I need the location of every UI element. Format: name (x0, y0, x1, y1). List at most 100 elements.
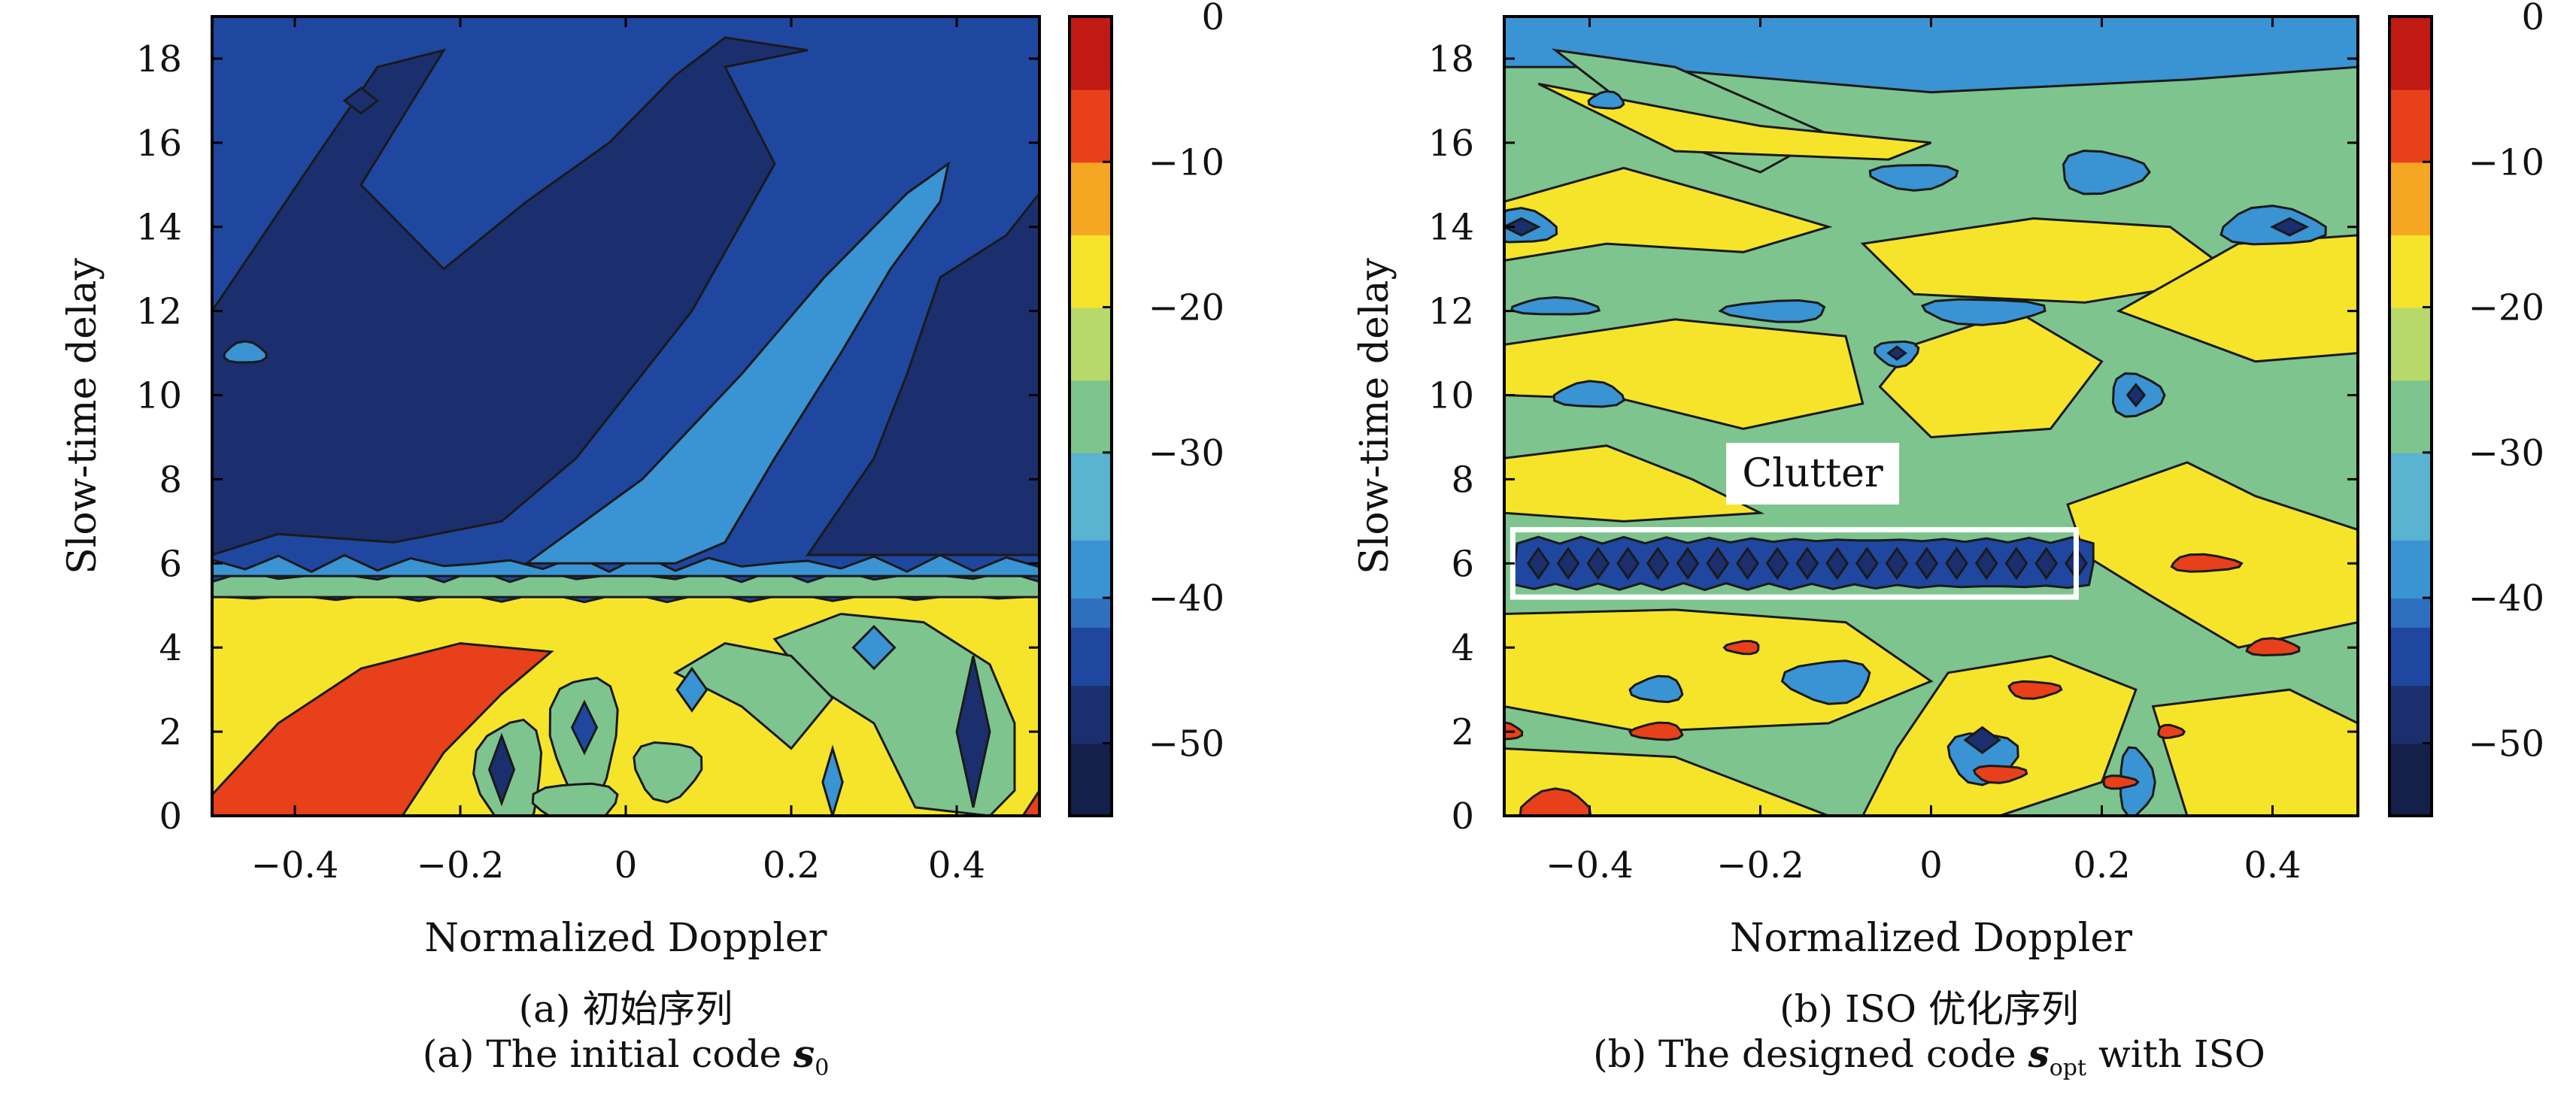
caption-en-a-prefix: (a) The initial code (422, 1032, 794, 1076)
caption-en-b-suffix: with ISO (2086, 1032, 2265, 1076)
region-dark-spot (342, 86, 380, 115)
region-red-spot-0 (1519, 787, 1592, 816)
region-notch-diamond (1556, 547, 1580, 580)
region-notch-diamond (1646, 547, 1670, 580)
region-notch-diamond (1616, 547, 1640, 580)
contour-area (1504, 17, 2358, 816)
colorbar-tick-label: −40 (2468, 577, 2544, 620)
region-blue-spot-14 (1628, 674, 1684, 704)
colorbar-segment (2389, 539, 2432, 599)
region-blue-spot-11 (1780, 659, 1871, 705)
colorbar-frame (1068, 15, 1113, 817)
colorbar-tick-label: −50 (2468, 723, 2544, 765)
colorbar-segment (2389, 89, 2432, 163)
colorbar-tick-label: −30 (1148, 432, 1224, 474)
region-green-blob3 (633, 741, 703, 804)
colorbar-segment (1070, 685, 1112, 744)
colorbar-segment (1070, 598, 1112, 628)
colorbar-segment (2389, 17, 2432, 90)
region-yellow-5 (1504, 444, 1765, 523)
x-axis-label: Normalized Doppler (424, 916, 827, 961)
region-blue-spot-8 (1868, 164, 1959, 192)
y-axis-label: Slow-time delay (60, 257, 105, 574)
x-axis-label: Normalized Doppler (1730, 916, 2132, 961)
region-notch-diamond (1676, 547, 1700, 580)
region-notch-diamond (1736, 547, 1759, 580)
colorbar-tick-label: 0 (1201, 0, 1224, 38)
region-light-ridge (523, 161, 951, 565)
caption-cn-b: (b) ISO 优化序列 (1780, 987, 2079, 1031)
y-axis-label: Slow-time delay (1352, 257, 1397, 574)
y-tick-label: 12 (1428, 291, 1474, 333)
region-red-spot-7 (2007, 680, 2063, 700)
x-tick-label: 0.4 (928, 844, 985, 886)
caption-a-subscript: 0 (815, 1055, 830, 1081)
region-notch-diamond (1765, 547, 1789, 580)
region-notch-diamond (1825, 547, 1849, 580)
x-tick-label: 0.2 (763, 844, 820, 886)
region-dark-spot-0 (1504, 217, 1541, 237)
region-notch-diamond (1885, 547, 1909, 580)
region-red-spot-3 (2170, 553, 2244, 573)
caption-b-symbol: s (2028, 1032, 2050, 1076)
y-tick-label: 4 (1451, 627, 1474, 669)
region-notch-diamond (1915, 547, 1939, 580)
colorbar-frame (2388, 15, 2433, 817)
y-tick-label: 4 (159, 627, 182, 669)
region-yellow-10 (2151, 688, 2358, 816)
y-tick-label: 10 (136, 375, 182, 417)
y-tick-label: 2 (1451, 711, 1474, 753)
colorbar-segment (1070, 234, 1112, 308)
region-dark-diamond (955, 656, 991, 808)
x-tick-label: 0.4 (2244, 844, 2301, 886)
panel-b: Clutter −0.4 −0.2 0 0.2 0.4 0 2 4 6 8 10 12 14 16 18 Nor… (1352, 0, 2544, 961)
colorbar-segment (1070, 89, 1112, 163)
colorbar-segment (1070, 626, 1112, 686)
x-tick-label: −0.2 (417, 844, 505, 886)
region-notch-diamond (2034, 547, 2059, 580)
region-yellow-8 (1504, 747, 1829, 816)
caption-en-a: (a) The initial code s0 (212, 1032, 1039, 1081)
clutter-label-bg (1726, 442, 1900, 505)
region-dark-spot-4 (1886, 345, 1907, 361)
region-red-spot-1 (1628, 721, 1684, 741)
y-tick-label: 14 (136, 207, 182, 249)
colorbar-tick-label: 0 (2521, 0, 2544, 38)
y-tick-label: 18 (136, 38, 182, 80)
region-light-spot (223, 340, 268, 364)
y-tick-label: 18 (1428, 38, 1474, 80)
y-tick-label: 6 (159, 543, 182, 585)
region-top-band (1504, 17, 2358, 94)
colorbar-segment (1070, 17, 1112, 90)
colorbar-segment (2389, 743, 2432, 817)
region-green-blob4 (531, 782, 619, 816)
colorbar-segment (2389, 234, 2432, 308)
colorbar-segment (2389, 162, 2432, 235)
region-notch-diamond (1795, 547, 1819, 580)
region-dark-spot-2 (2125, 383, 2147, 408)
caption-b-subscript: opt (2049, 1055, 2087, 1081)
region-red-spot-8 (1722, 640, 1760, 656)
region-red-spot-4 (2245, 637, 2301, 657)
colorbar-segment (1070, 452, 1112, 541)
region-red-lobe (212, 642, 554, 816)
colorbar-segment (1070, 539, 1112, 599)
x-tick-label: −0.4 (1546, 844, 1634, 886)
region-blue-diamond3 (570, 699, 599, 756)
y-tick-label: 12 (136, 291, 182, 333)
y-tick-label: 14 (1428, 207, 1474, 249)
colorbar-tick-label: −10 (1148, 141, 1224, 183)
x-tick-label: 0 (1919, 844, 1943, 886)
colorbar-tick-label: −50 (1148, 723, 1224, 765)
region-dark-spot-3 (1963, 726, 2001, 754)
caption-a-symbol: s (793, 1032, 815, 1076)
colorbar-segment (2389, 307, 2432, 381)
region-notch-diamond (1586, 547, 1610, 580)
region-blue-diamond (851, 625, 897, 671)
region-notch-diamond (1974, 547, 1998, 580)
colorbar-segment (2389, 626, 2432, 686)
region-dark-band (212, 36, 809, 556)
region-dark-right (806, 191, 1039, 556)
